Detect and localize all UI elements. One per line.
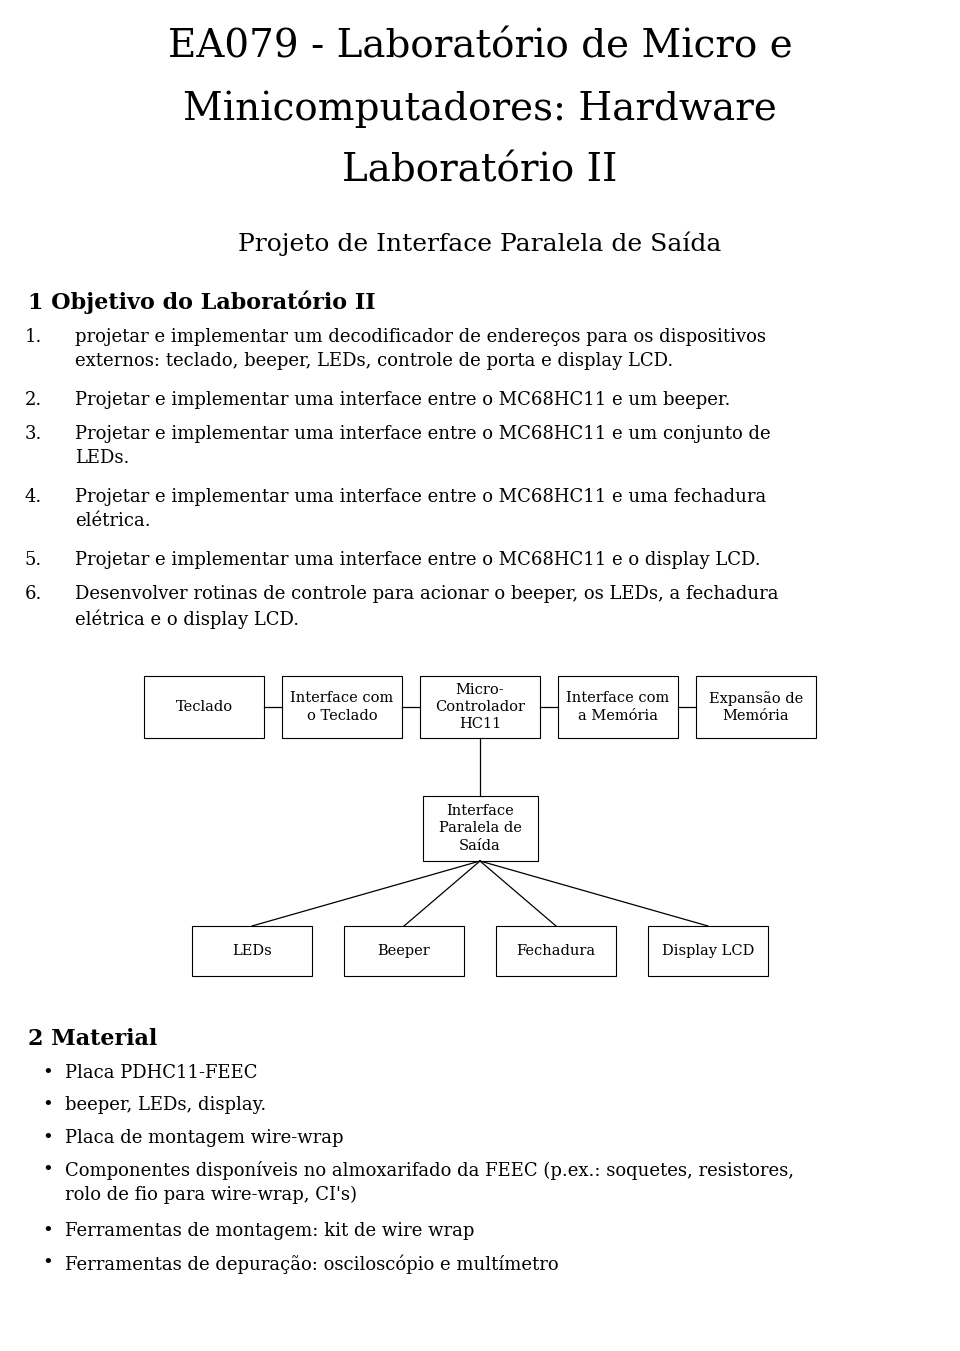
Text: 4.: 4. [25,488,42,507]
FancyBboxPatch shape [192,925,312,975]
Text: Interface com
a Memória: Interface com a Memória [566,692,670,723]
Text: Projetar e implementar uma interface entre o MC68HC11 e um conjunto de
LEDs.: Projetar e implementar uma interface ent… [75,426,771,467]
Text: 3.: 3. [25,426,42,443]
Text: •: • [42,1097,54,1115]
Text: 1.: 1. [25,328,42,346]
Text: Projeto de Interface Paralela de Saída: Projeto de Interface Paralela de Saída [238,232,722,257]
Text: Fechadura: Fechadura [516,944,595,958]
Text: Componentes disponíveis no almoxarifado da FEEC (p.ex.: soquetes, resistores,
ro: Componentes disponíveis no almoxarifado … [65,1162,794,1204]
Text: EA079 - Laboratório de Micro e: EA079 - Laboratório de Micro e [168,28,792,65]
Text: Placa PDHC11-FEEC: Placa PDHC11-FEEC [65,1065,257,1082]
Text: Projetar e implementar uma interface entre o MC68HC11 e o display LCD.: Projetar e implementar uma interface ent… [75,551,760,569]
Text: Placa de montagem wire-wrap: Placa de montagem wire-wrap [65,1129,344,1147]
Text: Ferramentas de depuração: osciloscópio e multímetro: Ferramentas de depuração: osciloscópio e… [65,1254,559,1274]
Text: beeper, LEDs, display.: beeper, LEDs, display. [65,1097,266,1115]
Text: Laboratório II: Laboratório II [343,153,617,189]
Text: Interface com
o Teclado: Interface com o Teclado [290,692,394,723]
Text: 5.: 5. [25,551,42,569]
Text: Teclado: Teclado [176,700,232,713]
Text: 6.: 6. [25,585,42,603]
Text: projetar e implementar um decodificador de endereços para os dispositivos
extern: projetar e implementar um decodificador … [75,328,766,370]
Text: Projetar e implementar uma interface entre o MC68HC11 e uma fechadura
elétrica.: Projetar e implementar uma interface ent… [75,488,766,530]
Text: Beeper: Beeper [377,944,430,958]
Text: 1 Objetivo do Laboratório II: 1 Objetivo do Laboratório II [28,290,375,313]
FancyBboxPatch shape [344,925,464,975]
FancyBboxPatch shape [496,925,616,975]
FancyBboxPatch shape [696,676,816,738]
Text: •: • [42,1065,54,1082]
FancyBboxPatch shape [648,925,768,975]
FancyBboxPatch shape [144,676,264,738]
Text: 2 Material: 2 Material [28,1028,157,1050]
FancyBboxPatch shape [422,796,538,861]
Text: Interface
Paralela de
Saída: Interface Paralela de Saída [439,804,521,852]
Text: Minicomputadores: Hardware: Minicomputadores: Hardware [183,91,777,127]
Text: Ferramentas de montagem: kit de wire wrap: Ferramentas de montagem: kit de wire wra… [65,1223,474,1240]
FancyBboxPatch shape [282,676,402,738]
Text: Expansão de
Memória: Expansão de Memória [708,690,804,723]
Text: •: • [42,1162,54,1179]
Text: 2.: 2. [25,390,42,409]
Text: LEDs: LEDs [232,944,272,958]
Text: •: • [42,1254,54,1273]
FancyBboxPatch shape [558,676,678,738]
FancyBboxPatch shape [420,676,540,738]
Text: Display LCD: Display LCD [661,944,755,958]
Text: Projetar e implementar uma interface entre o MC68HC11 e um beeper.: Projetar e implementar uma interface ent… [75,390,731,409]
Text: •: • [42,1129,54,1147]
Text: •: • [42,1223,54,1240]
Text: Micro-
Controlador
HC11: Micro- Controlador HC11 [435,682,525,731]
Text: Desenvolver rotinas de controle para acionar o beeper, os LEDs, a fechadura
elét: Desenvolver rotinas de controle para aci… [75,585,779,630]
